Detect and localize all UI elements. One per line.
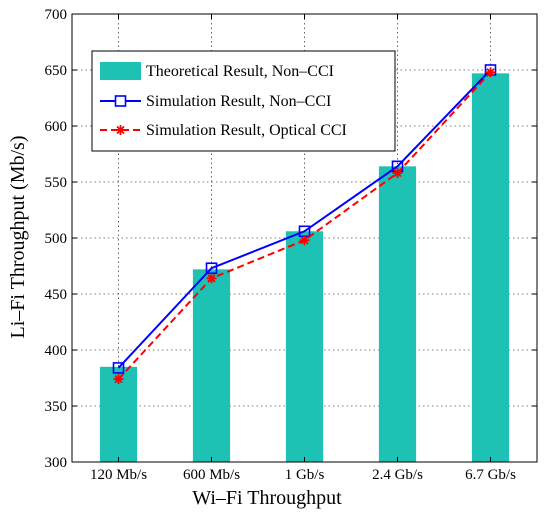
bar-2 — [192, 269, 231, 462]
legend-box — [91, 50, 396, 152]
x-tick-label: 2.4 Gb/s — [372, 467, 423, 483]
bar-5 — [471, 73, 510, 463]
bar-3 — [285, 231, 324, 462]
bar-4 — [378, 166, 417, 462]
asterisk-marker-2 — [206, 273, 217, 284]
x-tick-label: 120 Mb/s — [90, 467, 147, 483]
x-tick-label: 600 Mb/s — [183, 467, 240, 483]
x-tick-label: 6.7 Gb/s — [465, 467, 516, 483]
legend-square-marker — [114, 95, 127, 107]
legend-label: Simulation Result, Optical CCI — [146, 122, 347, 139]
y-tick-label: 550 — [45, 175, 68, 191]
tick-labels: 300 350 400 450 500 550 600 650 700 120 Mb/s 600 M… — [45, 7, 517, 483]
y-tick-label: 400 — [45, 343, 68, 359]
y-tick-label: 700 — [45, 7, 68, 23]
y-tick-label: 500 — [45, 231, 68, 247]
line-series — [112, 64, 497, 385]
square-marker-1 — [112, 362, 125, 374]
asterisk-marker-4 — [392, 168, 403, 179]
y-tick-label: 300 — [45, 455, 68, 471]
legend: Theoretical Result, Non–CCI Simulation Re… — [91, 50, 396, 152]
y-tick-label: 350 — [45, 399, 68, 415]
legend-label: Simulation Result, Non–CCI — [146, 93, 331, 110]
legend-swatch-bar — [100, 62, 141, 80]
legend-label: Theoretical Result, Non–CCI — [146, 63, 334, 80]
asterisk-marker-5 — [485, 67, 496, 78]
y-tick-label: 650 — [45, 63, 68, 79]
asterisk-marker-1 — [113, 374, 124, 385]
asterisk-marker-3 — [299, 235, 310, 246]
legend-asterisk-marker — [115, 125, 126, 135]
y-tick-label: 450 — [45, 287, 68, 303]
x-axis-title: Wi–Fi Throughput — [192, 487, 342, 509]
square-marker-2 — [205, 262, 218, 275]
axes — [71, 13, 538, 463]
series-line-1 — [117, 69, 492, 369]
bar-series — [99, 73, 510, 463]
x-tick-label: 1 Gb/s — [285, 467, 325, 483]
y-axis-title: Li–Fi Throughput (Mb/s) — [7, 136, 29, 339]
y-tick-label: 600 — [45, 119, 68, 135]
